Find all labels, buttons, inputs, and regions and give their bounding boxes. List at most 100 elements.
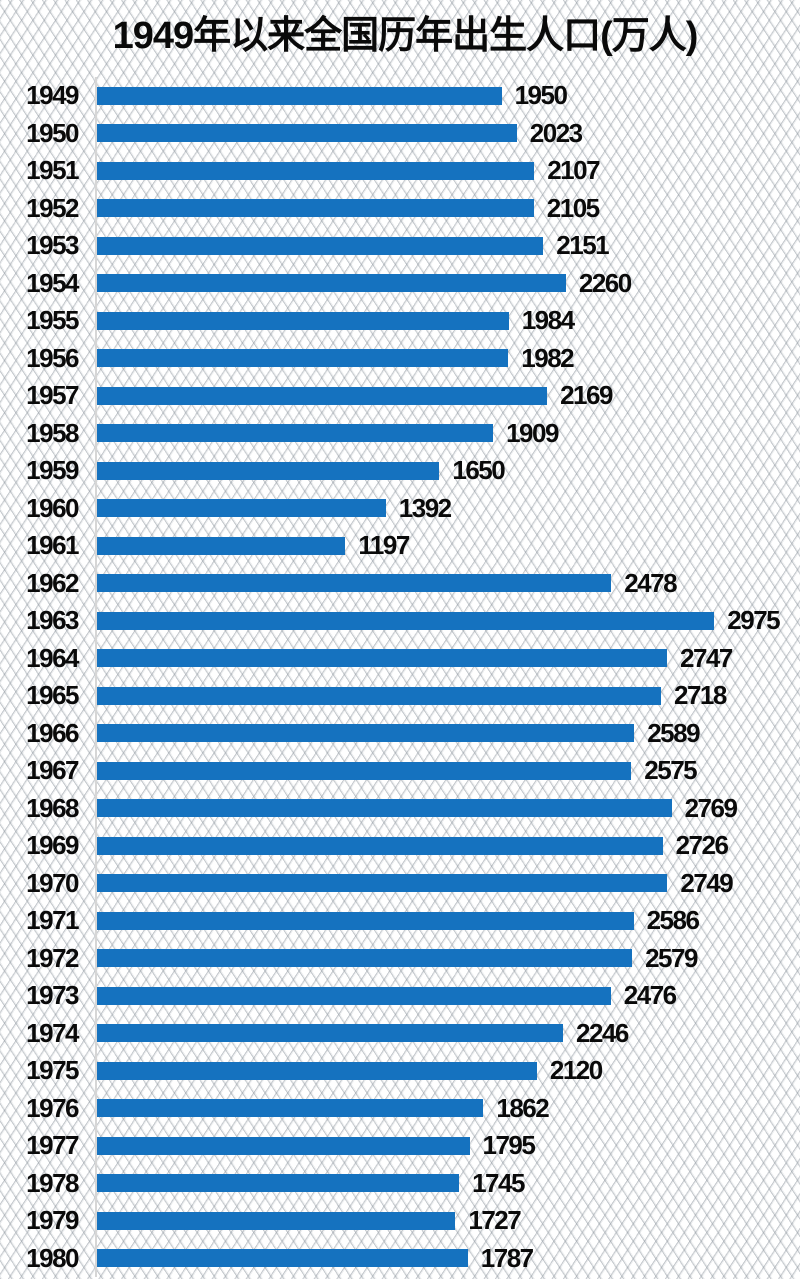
bar-track: 2769 (95, 789, 800, 827)
bar-track: 2105 (95, 189, 800, 227)
value-label: 2769 (684, 792, 738, 823)
chart-row: 1963 2975 (0, 602, 800, 640)
bar-track: 1909 (95, 414, 800, 452)
bar (97, 761, 632, 780)
chart-row: 1967 2575 (0, 752, 800, 790)
bar-track: 2726 (95, 827, 800, 865)
value-label: 1727 (468, 1205, 521, 1236)
value-label: 2726 (675, 830, 729, 861)
bar (97, 986, 611, 1005)
bar (97, 124, 517, 143)
bar-track: 1197 (95, 527, 800, 565)
year-label: 1955 (26, 305, 79, 336)
year-label: 1956 (26, 342, 79, 373)
value-label: 2975 (727, 605, 780, 636)
year-label: 1962 (26, 567, 79, 598)
year-label: 1973 (26, 980, 79, 1011)
chart-row: 1979 1727 (0, 1202, 800, 1240)
value-label: 2589 (647, 717, 700, 748)
bar-track: 2246 (95, 1014, 800, 1052)
chart-row: 1959 1650 (0, 452, 800, 490)
chart-row: 1955 1984 (0, 302, 800, 340)
chart-row: 1970 2749 (0, 864, 800, 902)
chart-row: 1950 2023 (0, 114, 800, 152)
bar-track: 2107 (95, 152, 800, 190)
bar-track: 2478 (95, 564, 800, 602)
bar (97, 686, 661, 705)
year-label: 1960 (26, 492, 79, 523)
value-label: 1909 (506, 417, 559, 448)
value-label: 1862 (496, 1092, 549, 1123)
chart-row: 1976 1862 (0, 1089, 800, 1127)
chart-row: 1952 2105 (0, 189, 800, 227)
chart-row: 1969 2726 (0, 827, 800, 865)
value-label: 1984 (521, 305, 575, 336)
bar-track: 1862 (95, 1089, 800, 1127)
value-label: 1197 (358, 530, 410, 561)
value-label: 1795 (482, 1130, 536, 1161)
chart-row: 1956 1982 (0, 339, 800, 377)
bar (97, 649, 667, 668)
value-label: 2478 (624, 567, 677, 598)
value-label: 2120 (549, 1055, 603, 1086)
bar (97, 161, 535, 180)
year-label: 1970 (26, 867, 79, 898)
bar-track: 2476 (95, 977, 800, 1015)
year-label: 1972 (26, 942, 79, 973)
bar-track: 2575 (95, 752, 800, 790)
bar (97, 86, 502, 105)
bar-track: 1650 (95, 452, 800, 490)
bar-track: 1795 (95, 1127, 800, 1165)
year-label: 1954 (26, 267, 79, 298)
bar (97, 611, 715, 630)
bar-track: 1392 (95, 489, 800, 527)
chart-row: 1977 1795 (0, 1127, 800, 1165)
year-label: 1949 (26, 80, 79, 111)
year-label: 1966 (26, 717, 79, 748)
chart-row: 1974 2246 (0, 1014, 800, 1052)
chart-row: 1954 2260 (0, 264, 800, 302)
year-label: 1978 (26, 1167, 79, 1198)
bar (97, 536, 346, 555)
value-label: 2105 (546, 192, 600, 223)
value-label: 2579 (645, 942, 698, 973)
chart-title: 1949年以来全国历年出生人口(万人) (112, 15, 699, 57)
year-label: 1967 (26, 755, 79, 786)
chart-plot-area: 1949 1950 1950 2023 1951 2107 1952 2105 1953 2151… (0, 77, 800, 1277)
year-label: 1952 (26, 192, 79, 223)
value-label: 1650 (452, 455, 505, 486)
bar (97, 499, 386, 518)
year-label: 1961 (26, 530, 79, 561)
bar-track: 2169 (95, 377, 800, 415)
bar (97, 311, 509, 330)
bar-track: 2260 (95, 264, 800, 302)
value-label: 1745 (472, 1167, 525, 1198)
bar (97, 1099, 484, 1118)
year-label: 1963 (26, 605, 79, 636)
bar-track: 1950 (95, 77, 800, 115)
bar-track: 2718 (95, 677, 800, 715)
chart-row: 1960 1392 (0, 489, 800, 527)
year-label: 1971 (26, 905, 79, 936)
bar-track: 2589 (95, 714, 800, 752)
bar (97, 274, 566, 293)
bar-track: 1745 (95, 1164, 800, 1202)
bar (97, 949, 633, 968)
chart-row: 1980 1787 (0, 1239, 800, 1277)
year-label: 1969 (26, 830, 79, 861)
year-label: 1959 (26, 455, 79, 486)
value-label: 2575 (644, 755, 697, 786)
chart-row: 1968 2769 (0, 789, 800, 827)
year-label: 1958 (26, 417, 79, 448)
value-label: 2718 (674, 680, 727, 711)
chart-row: 1961 1197 (0, 527, 800, 565)
chart-row: 1949 1950 (0, 77, 800, 115)
chart-row: 1972 2579 (0, 939, 800, 977)
bar (97, 574, 612, 593)
bar (97, 424, 494, 443)
bar (97, 236, 544, 255)
bar (97, 199, 534, 218)
bar (97, 1061, 537, 1080)
bar-track: 1787 (95, 1239, 800, 1277)
